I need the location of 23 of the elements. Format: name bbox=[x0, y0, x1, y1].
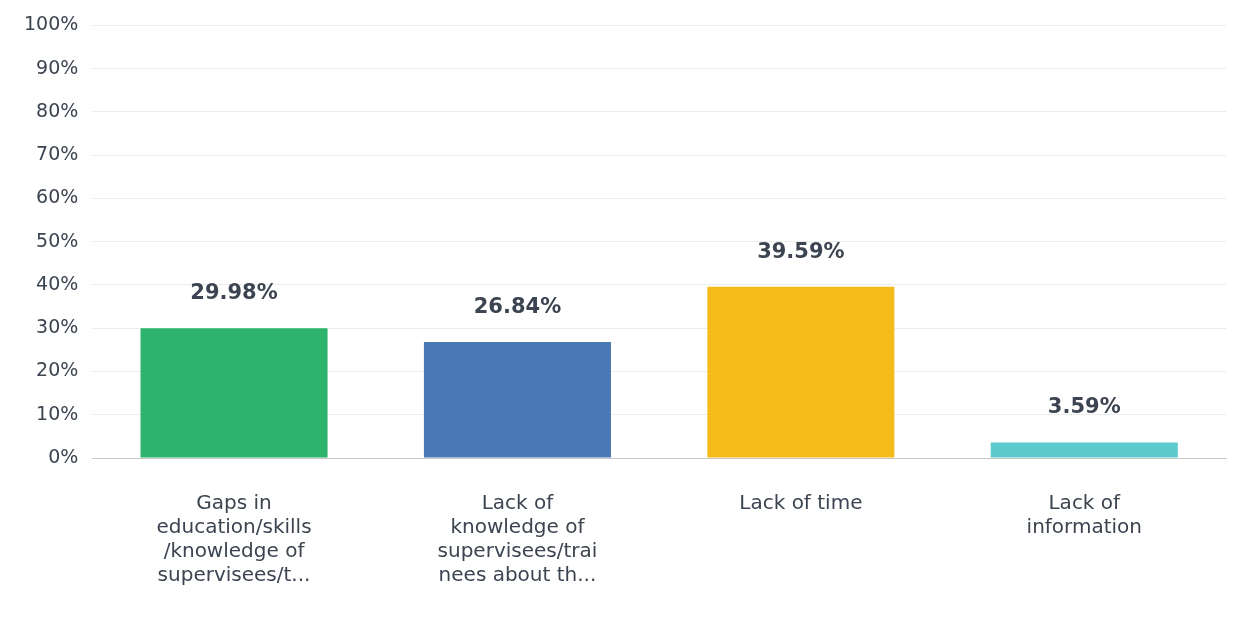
bar bbox=[423, 341, 611, 458]
data-label: 29.98% bbox=[190, 280, 278, 305]
data-label: 26.84% bbox=[473, 293, 562, 318]
x-tick-label: Gaps in education/skills /knowledge of supervisees/t... bbox=[156, 490, 312, 587]
bar bbox=[990, 442, 1178, 458]
data-label: 39.59% bbox=[757, 238, 845, 263]
bar bbox=[707, 286, 895, 458]
y-tick-label: 50% bbox=[36, 228, 79, 251]
x-tick-label: Lack of information bbox=[1026, 490, 1143, 539]
y-tick-label: 10% bbox=[36, 401, 79, 424]
data-label: 3.59% bbox=[1047, 394, 1121, 419]
x-tick-label: Lack of time bbox=[739, 490, 863, 515]
x-tick-label: Lack of knowledge of supervisees/trai nees about th... bbox=[437, 490, 598, 587]
y-tick-label: 40% bbox=[36, 271, 79, 294]
y-tick-label: 80% bbox=[36, 98, 79, 121]
y-tick-label: 90% bbox=[36, 55, 79, 78]
y-tick-label: 30% bbox=[36, 315, 79, 338]
y-tick-label: 100% bbox=[23, 12, 79, 35]
bar bbox=[140, 328, 328, 458]
y-tick-label: 60% bbox=[36, 185, 79, 208]
y-tick-label: 70% bbox=[36, 142, 79, 165]
y-tick-label: 0% bbox=[48, 444, 79, 467]
y-tick-label: 20% bbox=[36, 358, 79, 381]
